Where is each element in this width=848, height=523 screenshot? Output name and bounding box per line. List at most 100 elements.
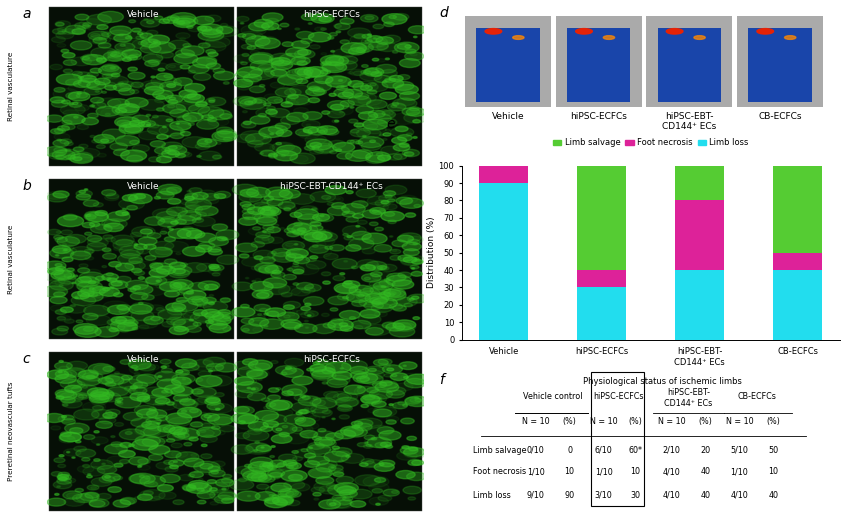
Circle shape <box>44 261 66 270</box>
Circle shape <box>365 262 387 270</box>
Circle shape <box>54 362 72 370</box>
Circle shape <box>93 365 111 372</box>
Circle shape <box>243 33 256 39</box>
Circle shape <box>314 498 319 500</box>
Circle shape <box>370 140 376 142</box>
Circle shape <box>198 281 220 290</box>
Circle shape <box>346 245 361 251</box>
Circle shape <box>239 31 263 41</box>
Circle shape <box>97 493 111 499</box>
Circle shape <box>265 94 279 100</box>
Circle shape <box>149 124 159 128</box>
Circle shape <box>142 40 150 43</box>
Circle shape <box>192 298 202 302</box>
Circle shape <box>103 253 116 259</box>
Circle shape <box>406 374 431 384</box>
Circle shape <box>366 388 378 393</box>
Circle shape <box>174 387 185 392</box>
Circle shape <box>170 279 193 290</box>
Circle shape <box>348 28 371 38</box>
Circle shape <box>242 44 252 49</box>
Circle shape <box>70 102 82 107</box>
Circle shape <box>161 368 172 373</box>
Circle shape <box>53 481 72 488</box>
Circle shape <box>114 293 123 297</box>
Circle shape <box>240 98 266 109</box>
Circle shape <box>362 370 384 380</box>
Circle shape <box>276 366 296 374</box>
Circle shape <box>58 28 67 32</box>
Circle shape <box>181 410 187 413</box>
Circle shape <box>79 190 86 193</box>
Circle shape <box>350 35 372 44</box>
Circle shape <box>122 212 129 215</box>
Circle shape <box>234 79 253 87</box>
Circle shape <box>58 31 66 35</box>
Circle shape <box>59 472 70 477</box>
Bar <box>555 16 642 107</box>
Circle shape <box>367 90 377 94</box>
Circle shape <box>297 61 307 65</box>
Circle shape <box>285 101 289 104</box>
Text: N = 10: N = 10 <box>658 417 685 426</box>
Circle shape <box>107 50 120 55</box>
Circle shape <box>218 492 236 499</box>
Circle shape <box>191 487 195 489</box>
Circle shape <box>271 435 292 444</box>
Circle shape <box>284 315 290 318</box>
Circle shape <box>328 361 335 364</box>
Circle shape <box>265 18 279 24</box>
Circle shape <box>55 267 66 271</box>
Circle shape <box>310 230 332 240</box>
Circle shape <box>253 250 275 260</box>
Circle shape <box>287 462 301 469</box>
Circle shape <box>390 255 401 260</box>
Circle shape <box>322 368 336 374</box>
Circle shape <box>304 127 318 133</box>
Circle shape <box>93 38 107 43</box>
Circle shape <box>309 32 331 42</box>
Circle shape <box>250 50 259 54</box>
Circle shape <box>53 88 79 99</box>
Circle shape <box>403 150 420 157</box>
Circle shape <box>138 237 157 245</box>
Circle shape <box>312 436 321 440</box>
Circle shape <box>278 488 298 497</box>
Circle shape <box>282 42 293 47</box>
Circle shape <box>259 309 267 312</box>
Circle shape <box>156 308 164 311</box>
Circle shape <box>294 257 310 264</box>
Circle shape <box>252 213 265 219</box>
Circle shape <box>85 214 96 219</box>
Circle shape <box>103 301 129 312</box>
Circle shape <box>155 247 173 255</box>
Circle shape <box>66 93 80 99</box>
Circle shape <box>398 255 413 262</box>
Circle shape <box>110 67 115 69</box>
Circle shape <box>85 232 92 235</box>
Circle shape <box>270 456 275 458</box>
Circle shape <box>162 391 167 393</box>
Circle shape <box>186 199 211 210</box>
Circle shape <box>209 265 224 271</box>
Circle shape <box>258 314 262 315</box>
Circle shape <box>365 402 376 406</box>
Circle shape <box>131 311 154 321</box>
Circle shape <box>282 385 307 395</box>
Circle shape <box>71 295 96 306</box>
Circle shape <box>56 396 64 399</box>
Circle shape <box>294 209 319 219</box>
Circle shape <box>513 36 524 39</box>
Circle shape <box>362 135 366 137</box>
Circle shape <box>155 397 170 404</box>
Circle shape <box>223 474 232 478</box>
Circle shape <box>388 154 402 160</box>
Circle shape <box>220 298 231 302</box>
Circle shape <box>388 199 395 202</box>
Circle shape <box>261 288 272 293</box>
Circle shape <box>56 22 64 26</box>
Circle shape <box>104 475 110 478</box>
Circle shape <box>406 108 426 116</box>
Circle shape <box>325 246 332 249</box>
Circle shape <box>120 429 144 440</box>
